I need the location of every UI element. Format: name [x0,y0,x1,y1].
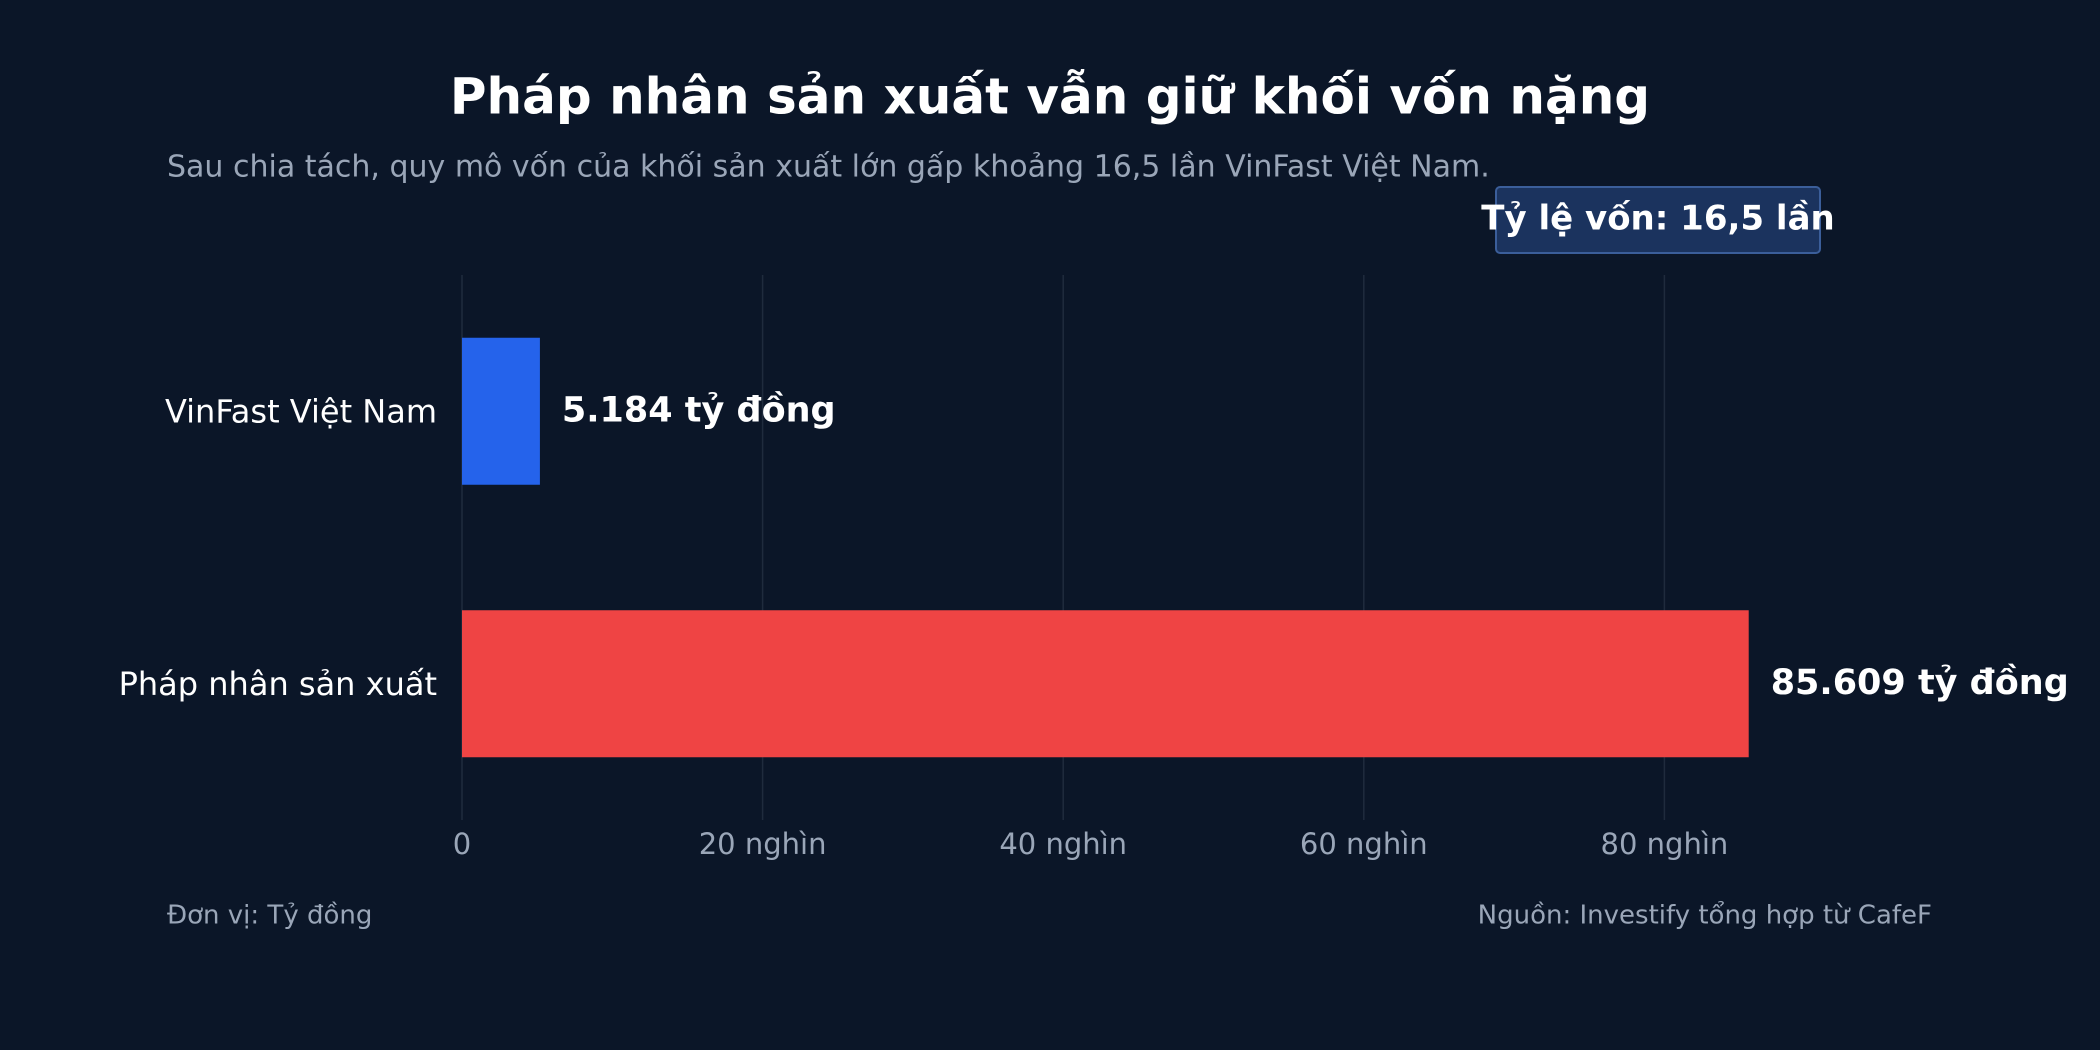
x-tick-label: 60 nghìn [1300,827,1428,861]
chart-title: Pháp nhân sản xuất vẫn giữ khối vốn nặng [450,68,1650,126]
annotation-box [1495,186,1821,254]
value-label: 5.184 tỷ đồng [562,389,836,430]
unit-note: Đơn vị: Tỷ đồng [167,901,372,931]
chart-subtitle: Sau chia tách, quy mô vốn của khối sản x… [167,150,1490,185]
x-tick-label: 80 nghìn [1601,827,1729,861]
x-tick-label: 40 nghìn [999,827,1127,861]
y-tick-label: VinFast Việt Nam [165,392,437,430]
value-label: 85.609 tỷ đồng [1771,662,2069,703]
x-tick-label: 0 [453,827,471,861]
annotation: Tỷ lệ vốn: 16,5 lần [1481,199,1834,239]
source: Nguồn: Investify tổng hợp từ CafeF [1478,900,1932,931]
x-tick-label: 20 nghìn [699,827,827,861]
bar [462,337,540,485]
bar [462,610,1749,758]
y-tick-label: Pháp nhân sản xuất [119,665,437,703]
